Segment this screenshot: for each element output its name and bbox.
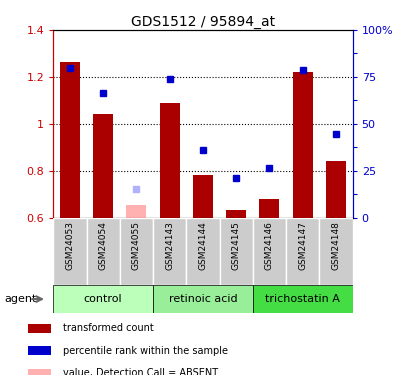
Title: GDS1512 / 95894_at: GDS1512 / 95894_at [130, 15, 274, 29]
Text: trichostatin A: trichostatin A [265, 294, 339, 304]
Bar [93, 114, 113, 218]
Text: value, Detection Call = ABSENT: value, Detection Call = ABSENT [63, 368, 217, 375]
Bar [119, 217, 153, 285]
Text: GSM24147: GSM24147 [297, 221, 306, 270]
Bar [60, 62, 80, 217]
Text: agent: agent [4, 294, 36, 304]
Bar [53, 285, 153, 313]
Text: GSM24055: GSM24055 [132, 221, 141, 270]
Bar [186, 217, 219, 285]
Bar [252, 217, 285, 285]
Bar [28, 346, 51, 355]
Text: GSM24053: GSM24053 [65, 221, 74, 270]
Bar [319, 217, 352, 285]
Bar [259, 199, 279, 217]
Bar [153, 285, 252, 313]
Bar [285, 217, 319, 285]
Bar [325, 161, 345, 218]
Text: GSM24143: GSM24143 [165, 221, 174, 270]
Text: GSM24146: GSM24146 [264, 221, 273, 270]
Text: GSM24145: GSM24145 [231, 221, 240, 270]
Bar [226, 210, 245, 218]
Bar [252, 285, 352, 313]
Bar [86, 217, 119, 285]
Text: percentile rank within the sample: percentile rank within the sample [63, 346, 227, 355]
Bar [126, 205, 146, 218]
Bar [28, 369, 51, 375]
Bar [153, 217, 186, 285]
Text: control: control [84, 294, 122, 304]
Text: GSM24054: GSM24054 [99, 221, 108, 270]
Text: transformed count: transformed count [63, 323, 153, 333]
Text: retinoic acid: retinoic acid [168, 294, 237, 304]
Bar [292, 72, 312, 217]
Bar [28, 324, 51, 333]
Bar [193, 176, 212, 217]
Text: GSM24144: GSM24144 [198, 221, 207, 270]
Text: GSM24148: GSM24148 [330, 221, 339, 270]
Bar [160, 103, 179, 218]
Bar [219, 217, 252, 285]
Bar [53, 217, 86, 285]
